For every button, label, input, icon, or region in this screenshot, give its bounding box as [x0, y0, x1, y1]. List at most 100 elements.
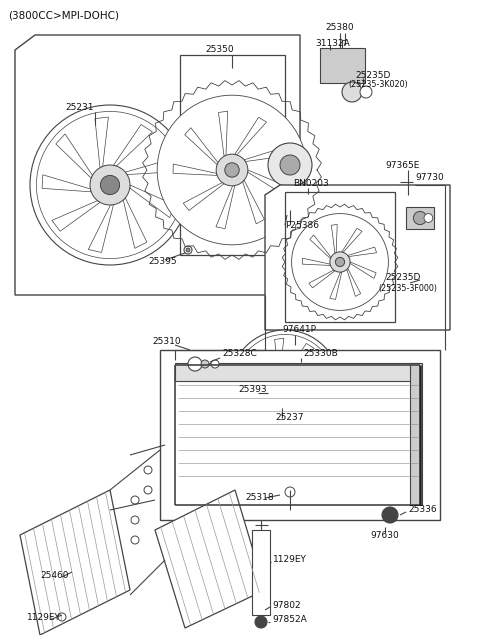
- Text: 97641P: 97641P: [282, 326, 316, 335]
- Text: (25235-3K020): (25235-3K020): [348, 81, 408, 90]
- Circle shape: [201, 360, 209, 368]
- Circle shape: [30, 105, 190, 265]
- Text: 25380: 25380: [325, 23, 354, 32]
- Polygon shape: [243, 180, 264, 224]
- Text: 25231: 25231: [65, 104, 94, 112]
- Circle shape: [131, 516, 139, 524]
- Polygon shape: [265, 185, 450, 330]
- Bar: [180, 55, 285, 255]
- Text: (25235-3F000): (25235-3F000): [378, 283, 437, 293]
- Bar: [410, 363, 422, 505]
- Circle shape: [100, 175, 120, 194]
- Text: 25393: 25393: [238, 385, 266, 394]
- Polygon shape: [185, 128, 218, 164]
- Polygon shape: [294, 394, 311, 429]
- Circle shape: [157, 95, 307, 245]
- Text: 25350: 25350: [205, 46, 234, 55]
- Polygon shape: [244, 147, 289, 161]
- Polygon shape: [52, 201, 100, 231]
- Polygon shape: [183, 182, 224, 210]
- Polygon shape: [248, 350, 273, 380]
- Polygon shape: [310, 235, 331, 258]
- Text: 25336: 25336: [408, 505, 437, 514]
- Polygon shape: [347, 269, 360, 297]
- Text: 25235D: 25235D: [385, 274, 420, 283]
- Bar: [285, 192, 395, 322]
- Circle shape: [292, 213, 388, 311]
- Polygon shape: [309, 270, 335, 288]
- Circle shape: [131, 536, 139, 544]
- Text: 1129EY: 1129EY: [273, 556, 307, 565]
- Polygon shape: [331, 224, 337, 253]
- Polygon shape: [218, 111, 228, 156]
- Text: BN0203: BN0203: [293, 178, 329, 187]
- Polygon shape: [302, 258, 331, 265]
- Polygon shape: [42, 175, 91, 192]
- Polygon shape: [275, 338, 284, 373]
- Circle shape: [211, 360, 219, 368]
- Circle shape: [278, 378, 292, 392]
- Polygon shape: [20, 490, 130, 635]
- Text: 97802: 97802: [272, 601, 300, 610]
- Circle shape: [90, 165, 130, 205]
- Circle shape: [144, 466, 152, 474]
- Circle shape: [336, 257, 345, 267]
- Circle shape: [225, 163, 239, 177]
- Polygon shape: [330, 272, 342, 300]
- Circle shape: [280, 155, 300, 175]
- Circle shape: [342, 82, 362, 102]
- Bar: [252, 530, 270, 615]
- Circle shape: [268, 143, 312, 187]
- Text: 97730: 97730: [415, 173, 444, 182]
- Circle shape: [186, 248, 190, 252]
- Polygon shape: [125, 159, 177, 175]
- Text: (3800CC>MPI-DOHC): (3800CC>MPI-DOHC): [8, 11, 119, 21]
- Text: 25395: 25395: [148, 258, 177, 267]
- Polygon shape: [130, 185, 175, 218]
- Bar: [320, 48, 365, 83]
- Circle shape: [230, 330, 340, 440]
- Text: 25330B: 25330B: [303, 349, 338, 359]
- Polygon shape: [296, 367, 331, 378]
- Bar: [160, 350, 440, 520]
- Text: P25386: P25386: [285, 220, 319, 229]
- Circle shape: [413, 211, 427, 225]
- Polygon shape: [216, 185, 235, 229]
- Circle shape: [58, 613, 66, 621]
- Text: 25237: 25237: [275, 413, 303, 422]
- Circle shape: [216, 154, 248, 186]
- Text: 25318: 25318: [245, 493, 274, 502]
- Polygon shape: [15, 35, 300, 295]
- Text: 25235D: 25235D: [355, 70, 390, 79]
- Circle shape: [255, 616, 267, 628]
- Polygon shape: [342, 229, 362, 252]
- Text: 25328C: 25328C: [222, 349, 257, 359]
- Bar: [406, 207, 434, 229]
- Polygon shape: [95, 117, 108, 168]
- Polygon shape: [288, 344, 314, 372]
- Bar: [175, 363, 420, 381]
- Text: 25310: 25310: [152, 337, 180, 347]
- Polygon shape: [348, 247, 377, 257]
- Circle shape: [188, 357, 202, 371]
- Text: 31132A: 31132A: [315, 39, 350, 48]
- Polygon shape: [155, 490, 265, 628]
- Polygon shape: [173, 164, 217, 175]
- Circle shape: [131, 496, 139, 504]
- Polygon shape: [248, 170, 288, 196]
- Polygon shape: [123, 198, 147, 248]
- Polygon shape: [56, 134, 93, 178]
- Text: 97365E: 97365E: [385, 161, 420, 170]
- Circle shape: [382, 507, 398, 523]
- Polygon shape: [113, 124, 153, 166]
- Text: 97630: 97630: [370, 530, 399, 540]
- Circle shape: [285, 487, 295, 497]
- Circle shape: [144, 486, 152, 494]
- Circle shape: [360, 86, 372, 98]
- Polygon shape: [88, 204, 113, 253]
- Circle shape: [330, 252, 350, 272]
- Polygon shape: [270, 399, 288, 431]
- Polygon shape: [350, 262, 376, 278]
- Text: 25460: 25460: [40, 570, 69, 580]
- Polygon shape: [235, 117, 266, 155]
